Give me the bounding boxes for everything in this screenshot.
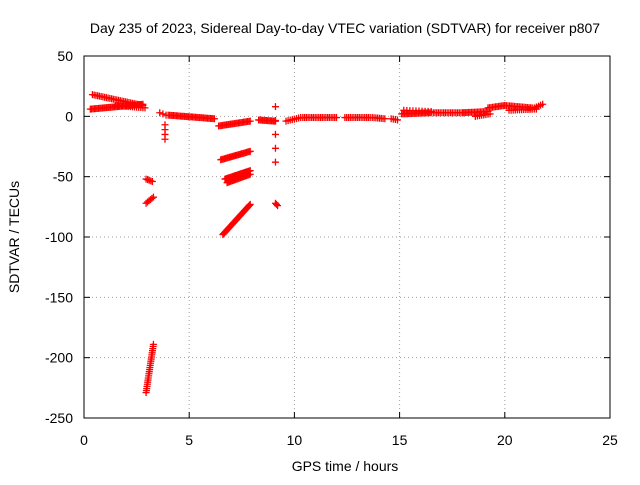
- x-tick-label: 20: [497, 432, 513, 448]
- data-point: [210, 115, 218, 123]
- data-point: [393, 116, 401, 124]
- y-tick-label: -50: [53, 169, 73, 185]
- x-tick-label: 5: [185, 432, 193, 448]
- data-point: [271, 117, 279, 125]
- data-point: [271, 158, 279, 166]
- data-point: [148, 177, 156, 185]
- data-point: [156, 109, 164, 117]
- data-point: [381, 115, 389, 123]
- data-point: [271, 144, 279, 152]
- x-tick-label: 25: [602, 432, 618, 448]
- chart-title: Day 235 of 2023, Sidereal Day-to-day VTE…: [90, 20, 600, 36]
- data-point: [539, 100, 547, 108]
- y-tick-label: 0: [65, 108, 73, 124]
- data-point: [149, 340, 157, 348]
- x-tick-label: 10: [287, 432, 303, 448]
- data-point: [148, 194, 156, 202]
- y-tick-label: 50: [57, 48, 73, 64]
- y-tick-label: -200: [45, 350, 73, 366]
- data-point: [246, 170, 254, 178]
- data-point: [149, 193, 157, 201]
- data-point: [141, 104, 149, 112]
- data-point: [159, 110, 167, 118]
- y-tick-label: -150: [45, 289, 73, 305]
- data-point: [273, 200, 281, 208]
- x-tick-label: 15: [392, 432, 408, 448]
- data-point: [271, 130, 279, 138]
- y-tick-label: -250: [45, 410, 73, 426]
- data-point: [246, 147, 254, 155]
- data-point: [332, 114, 340, 122]
- data-point: [246, 117, 254, 125]
- data-point: [274, 202, 282, 210]
- data-point: [486, 110, 494, 118]
- axis-ticks: 50 0 -50 -100 -150 -200 -250 0 5 10 15 20 25: [45, 48, 618, 448]
- y-axis-label: SDTVAR / TECUs: [6, 181, 22, 293]
- data-points: [86, 91, 547, 397]
- x-axis-label: GPS time / hours: [292, 458, 399, 474]
- y-tick-label: -100: [45, 229, 73, 245]
- data-point: [245, 201, 253, 209]
- data-point: [271, 103, 279, 111]
- data-point: [161, 135, 169, 143]
- x-tick-label: 0: [80, 432, 88, 448]
- data-point: [246, 200, 254, 208]
